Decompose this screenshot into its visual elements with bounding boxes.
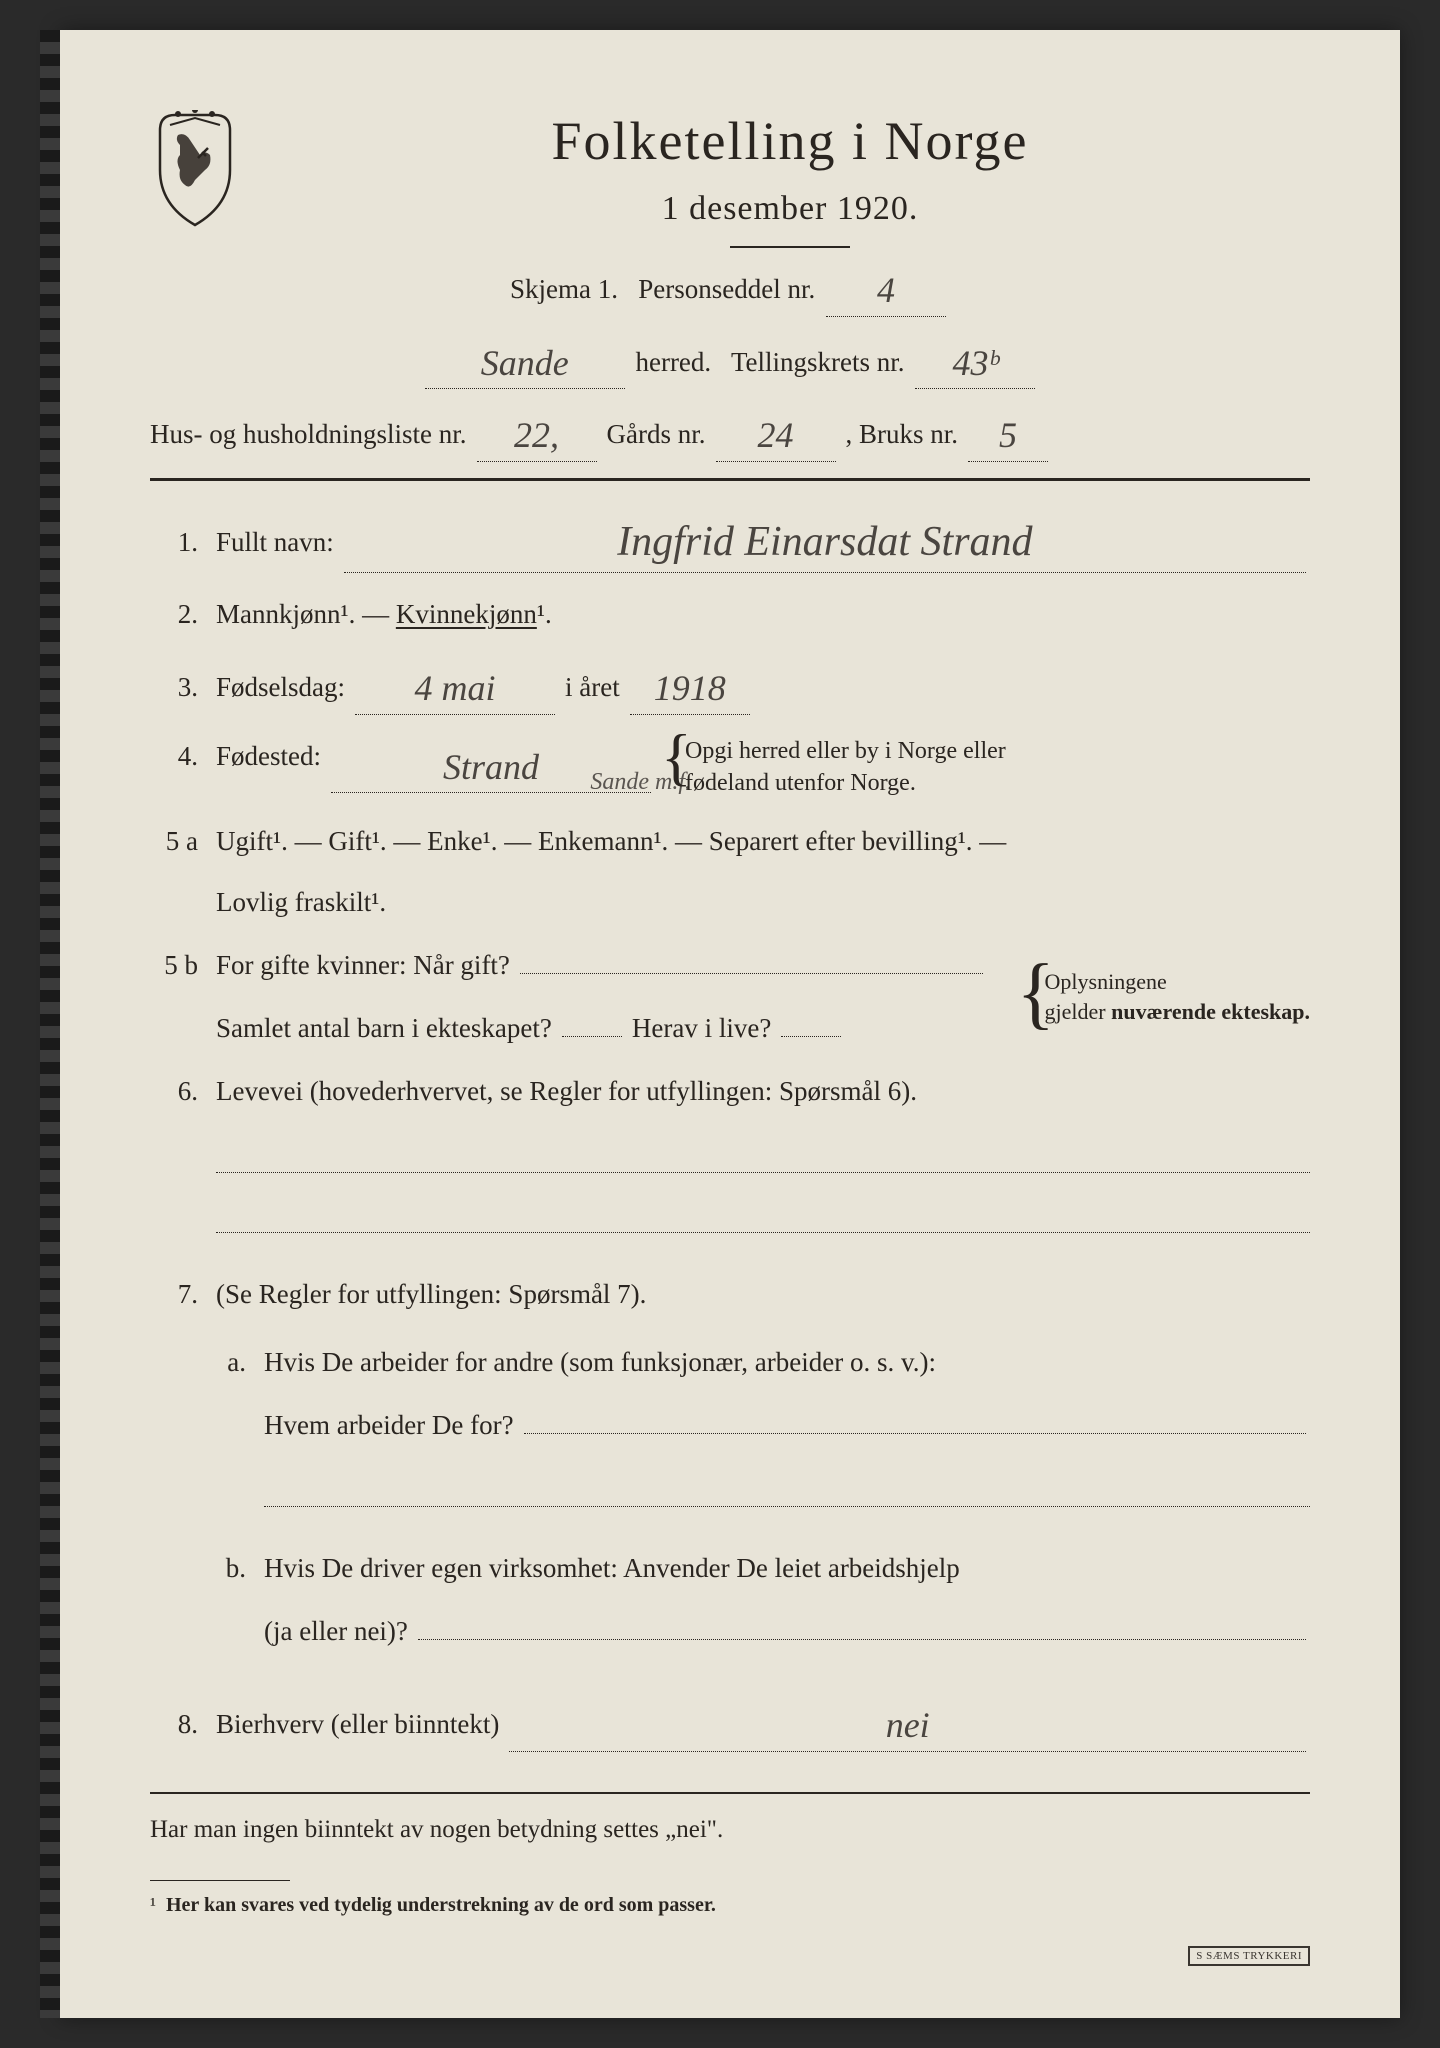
q2-text-a: Mannkjønn¹. —	[216, 599, 396, 629]
question-7: 7. (Se Regler for utfyllingen: Spørsmål …	[150, 1273, 1310, 1673]
husliste-line: Hus- og husholdningsliste nr. 22, Gårds …	[150, 403, 1310, 462]
question-5a: 5 a Ugift¹. — Gift¹. — Enke¹. — Enkemann…	[150, 820, 1310, 924]
closing-text: Har man ingen biinntekt av nogen betydni…	[150, 1810, 1310, 1850]
q5b-line2-a: Samlet antal barn i ekteskapet?	[216, 1007, 552, 1050]
q2-kvinnekjonn: Kvinnekjønn	[396, 599, 537, 629]
q3-label: Fødselsdag:	[216, 666, 345, 709]
q1-value: Ingfrid Einarsdat Strand	[617, 519, 1032, 565]
question-3: 3. Fødselsdag: 4 mai i året 1918	[150, 656, 1310, 715]
coat-of-arms-icon	[150, 110, 240, 230]
personseddel-label: Personseddel nr.	[638, 274, 815, 304]
q5b-note-c: nuværende ekteskap.	[1111, 999, 1310, 1024]
q6-blank-2	[216, 1193, 1310, 1233]
q3-number: 3.	[150, 666, 198, 709]
document-subtitle: 1 desember 1920.	[270, 190, 1310, 228]
q4-side-note: Opgi herred eller by i Norge eller fødel…	[661, 735, 1021, 800]
question-2: 2. Mannkjønn¹. — Kvinnekjønn¹.	[150, 593, 1310, 636]
q4-value: Strand	[443, 747, 539, 787]
q5a-number: 5 a	[150, 820, 198, 863]
skjema-label: Skjema 1.	[510, 274, 618, 304]
q7-number: 7.	[150, 1273, 198, 1316]
q7a-number: a.	[216, 1341, 246, 1384]
section-rule	[150, 478, 1310, 481]
q7a-text1: Hvis De arbeider for andre (som funksjon…	[264, 1341, 1310, 1384]
question-1: 1. Fullt navn: Ingfrid Einarsdat Strand	[150, 505, 1310, 573]
question-7a: a. Hvis De arbeider for andre (som funks…	[216, 1341, 1310, 1527]
q3-year-value: 1918	[654, 668, 726, 708]
tellingskrets-label: Tellingskrets nr.	[731, 347, 905, 377]
q6-number: 6.	[150, 1070, 198, 1113]
q5b-note-b: gjelder	[1045, 999, 1106, 1024]
tellingskrets-value: 43ᵇ	[952, 343, 998, 383]
q5b-number: 5 b	[150, 944, 198, 987]
document-paper: Folketelling i Norge 1 desember 1920. Sk…	[60, 30, 1400, 2018]
closing-rule	[150, 1792, 1310, 1794]
footnote-rule	[150, 1880, 290, 1882]
q7b-text2: (ja eller nei)?	[264, 1610, 408, 1653]
q4-number: 4.	[150, 735, 198, 778]
footnote-marker: ¹	[150, 1894, 156, 1916]
husliste-value: 22,	[514, 415, 559, 455]
q2-text-c: ¹.	[537, 599, 552, 629]
q8-label: Bierhverv (eller biinntekt)	[216, 1703, 499, 1746]
gards-value: 24	[758, 415, 794, 455]
form-body: Skjema 1. Personseddel nr. 4 Sande herre…	[150, 258, 1310, 1921]
q5b-line2-b: Herav i live?	[632, 1007, 771, 1050]
herred-label: herred.	[635, 347, 711, 377]
title-block: Folketelling i Norge 1 desember 1920.	[270, 110, 1310, 248]
q8-value: nei	[886, 1705, 930, 1745]
q5a-text2: Lovlig fraskilt¹.	[216, 881, 1310, 924]
page-wrapper: Folketelling i Norge 1 desember 1920. Sk…	[0, 0, 1440, 2048]
q3-day-value: 4 mai	[415, 668, 496, 708]
q6-blank-1	[216, 1133, 1310, 1173]
q7-intro: (Se Regler for utfyllingen: Spørsmål 7).	[216, 1273, 1310, 1316]
q5b-note-a: Oplysningene	[1045, 969, 1167, 994]
bruks-label: , Bruks nr.	[846, 413, 959, 456]
q5b-side-note: Oplysningene gjelder nuværende ekteskap.	[1017, 967, 1310, 1026]
q4-label: Fødested:	[216, 735, 321, 778]
question-7b: b. Hvis De driver egen virksomhet: Anven…	[216, 1547, 1310, 1653]
personseddel-value: 4	[877, 270, 895, 310]
q7b-text1: Hvis De driver egen virksomhet: Anvender…	[264, 1547, 1310, 1590]
q6-text: Levevei (hovederhvervet, se Regler for u…	[216, 1076, 917, 1106]
document-header: Folketelling i Norge 1 desember 1920.	[150, 110, 1310, 248]
q3-year-label: i året	[565, 666, 620, 709]
title-underline	[730, 246, 850, 248]
bruks-value: 5	[999, 415, 1017, 455]
footnote-text: Her kan svares ved tydelig understreknin…	[166, 1894, 716, 1916]
q8-number: 8.	[150, 1703, 198, 1746]
q5a-text: Ugift¹. — Gift¹. — Enke¹. — Enkemann¹. —…	[216, 820, 1310, 863]
q5b-line1-a: For gifte kvinner: Når gift?	[216, 944, 510, 987]
q7a-blank	[264, 1467, 1310, 1507]
document-title: Folketelling i Norge	[270, 110, 1310, 172]
gards-label: Gårds nr.	[607, 413, 706, 456]
question-4: 4. Fødested: Strand Sande m.f. Opgi herr…	[150, 735, 1310, 800]
question-5b: 5 b For gifte kvinner: Når gift? Samlet …	[150, 944, 1310, 1050]
herred-line: Sande herred. Tellingskrets nr. 43ᵇ	[150, 331, 1310, 390]
binding-edge	[40, 30, 60, 2018]
husliste-label: Hus- og husholdningsliste nr.	[150, 413, 467, 456]
question-6: 6. Levevei (hovederhvervet, se Regler fo…	[150, 1070, 1310, 1253]
q2-number: 2.	[150, 593, 198, 636]
q7a-text2: Hvem arbeider De for?	[264, 1404, 514, 1447]
question-8: 8. Bierhverv (eller biinntekt) nei	[150, 1693, 1310, 1752]
herred-value: Sande	[481, 343, 569, 383]
printer-stamp: S SÆMS TRYKKERI	[1188, 1946, 1310, 1966]
q1-label: Fullt navn:	[216, 521, 334, 564]
skjema-line: Skjema 1. Personseddel nr. 4	[150, 258, 1310, 317]
q1-number: 1.	[150, 521, 198, 564]
footnote: ¹ Her kan svares ved tydelig understrekn…	[150, 1889, 1310, 1921]
q7b-number: b.	[216, 1547, 246, 1590]
